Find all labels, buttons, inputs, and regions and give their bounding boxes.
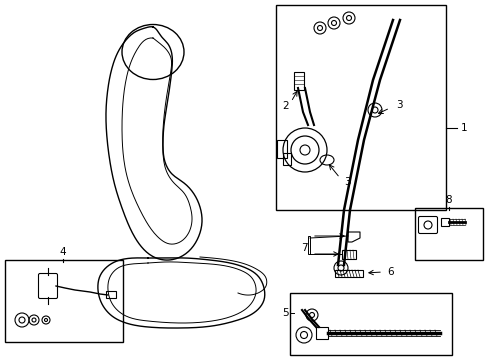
Bar [293,72,304,90]
Bar [440,218,448,226]
Text: 6: 6 [386,267,393,277]
Text: 2: 2 [282,101,289,111]
Text: 7: 7 [301,243,307,253]
Bar [283,153,290,165]
Text: 3: 3 [343,177,350,187]
Bar [315,327,327,339]
Bar [5,260,123,342]
Text: 8: 8 [445,195,451,205]
Bar [341,250,355,259]
Text: 4: 4 [60,247,66,257]
Bar [414,208,482,260]
Bar [334,270,362,277]
Bar [307,236,309,254]
Text: 5: 5 [282,308,288,318]
Bar [275,5,445,210]
Bar [276,140,286,158]
Bar [106,291,116,298]
Bar [289,293,451,355]
Text: 1: 1 [460,123,467,133]
Text: 3: 3 [395,100,402,110]
